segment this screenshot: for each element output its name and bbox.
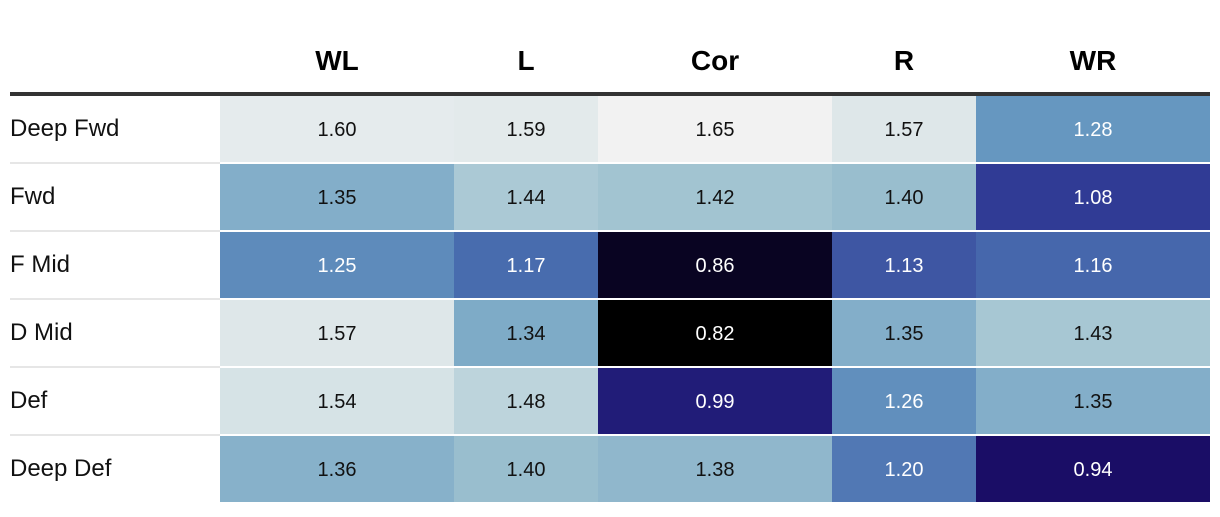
row-label-deep-fwd: Deep Fwd <box>10 115 119 142</box>
heatmap-cell <box>220 164 454 230</box>
row-label-deep-def: Deep Def <box>10 455 112 482</box>
row-label-fwd: Fwd <box>10 183 55 210</box>
cell-value-label: 1.65 <box>696 119 735 141</box>
heatmap-cell <box>832 232 976 298</box>
row-label-d-mid: D Mid <box>10 319 73 346</box>
column-header-wr: WR <box>1070 45 1117 76</box>
heatmap-cell <box>598 436 832 502</box>
cell-value-label: 1.08 <box>1074 187 1113 209</box>
cell-value-label: 1.40 <box>507 459 546 481</box>
heatmap-cell <box>220 368 454 434</box>
cell-value-label: 1.34 <box>507 323 546 345</box>
heatmap-cell <box>598 300 832 366</box>
cell-value-label: 1.43 <box>1074 323 1113 345</box>
column-header-r: R <box>894 45 914 76</box>
heatmap-cell <box>454 164 598 230</box>
heatmap-cell <box>976 232 1210 298</box>
cell-value-label: 1.57 <box>318 323 357 345</box>
heatmap-cell <box>454 368 598 434</box>
heatmap-cell <box>976 96 1210 162</box>
cell-value-label: 1.35 <box>885 323 924 345</box>
cell-value-label: 1.35 <box>318 187 357 209</box>
cell-value-label: 1.16 <box>1074 255 1113 277</box>
column-header-cor: Cor <box>691 45 739 76</box>
heatmap-cell <box>832 164 976 230</box>
heatmap-cell <box>832 368 976 434</box>
heatmap-cell <box>220 232 454 298</box>
cell-value-label: 0.94 <box>1074 459 1113 481</box>
column-header-l: L <box>517 45 534 76</box>
cell-value-label: 1.36 <box>318 459 357 481</box>
row-label-def: Def <box>10 387 48 414</box>
heatmap-cell <box>598 232 832 298</box>
cell-value-label: 1.40 <box>885 187 924 209</box>
heatmap-cell <box>976 164 1210 230</box>
heatmap-cell <box>832 436 976 502</box>
cell-value-label: 1.59 <box>507 119 546 141</box>
heatmap-cell <box>454 232 598 298</box>
cell-value-label: 0.86 <box>696 255 735 277</box>
heatmap-cell <box>220 96 454 162</box>
cell-value-label: 0.99 <box>696 391 735 413</box>
heatmap-cell <box>220 436 454 502</box>
cell-value-label: 1.25 <box>318 255 357 277</box>
heatmap-cell <box>598 164 832 230</box>
cell-value-label: 1.42 <box>696 187 735 209</box>
cell-value-label: 1.57 <box>885 119 924 141</box>
cell-value-label: 1.38 <box>696 459 735 481</box>
row-label-f-mid: F Mid <box>10 251 70 278</box>
heatmap-cell <box>832 96 976 162</box>
heatmap-cell <box>976 368 1210 434</box>
cell-value-label: 1.13 <box>885 255 924 277</box>
heatmap-cell <box>598 368 832 434</box>
cell-value-label: 0.82 <box>696 323 735 345</box>
heatmap-cell <box>976 300 1210 366</box>
heatmap-cell <box>454 436 598 502</box>
cell-value-label: 1.60 <box>318 119 357 141</box>
heatmap-cell <box>832 300 976 366</box>
cell-value-label: 1.44 <box>507 187 546 209</box>
heatmap-cell <box>598 96 832 162</box>
column-header-wl: WL <box>315 45 359 76</box>
cell-value-label: 1.28 <box>1074 119 1113 141</box>
cell-value-label: 1.54 <box>318 391 357 413</box>
cell-value-label: 1.17 <box>507 255 546 277</box>
cell-value-label: 1.20 <box>885 459 924 481</box>
heatmap-cell <box>454 300 598 366</box>
heatmap-cell <box>220 300 454 366</box>
cell-value-label: 1.48 <box>507 391 546 413</box>
heatmap-cell <box>454 96 598 162</box>
heatmap-cell <box>976 436 1210 502</box>
cell-value-label: 1.26 <box>885 391 924 413</box>
cell-value-label: 1.35 <box>1074 391 1113 413</box>
